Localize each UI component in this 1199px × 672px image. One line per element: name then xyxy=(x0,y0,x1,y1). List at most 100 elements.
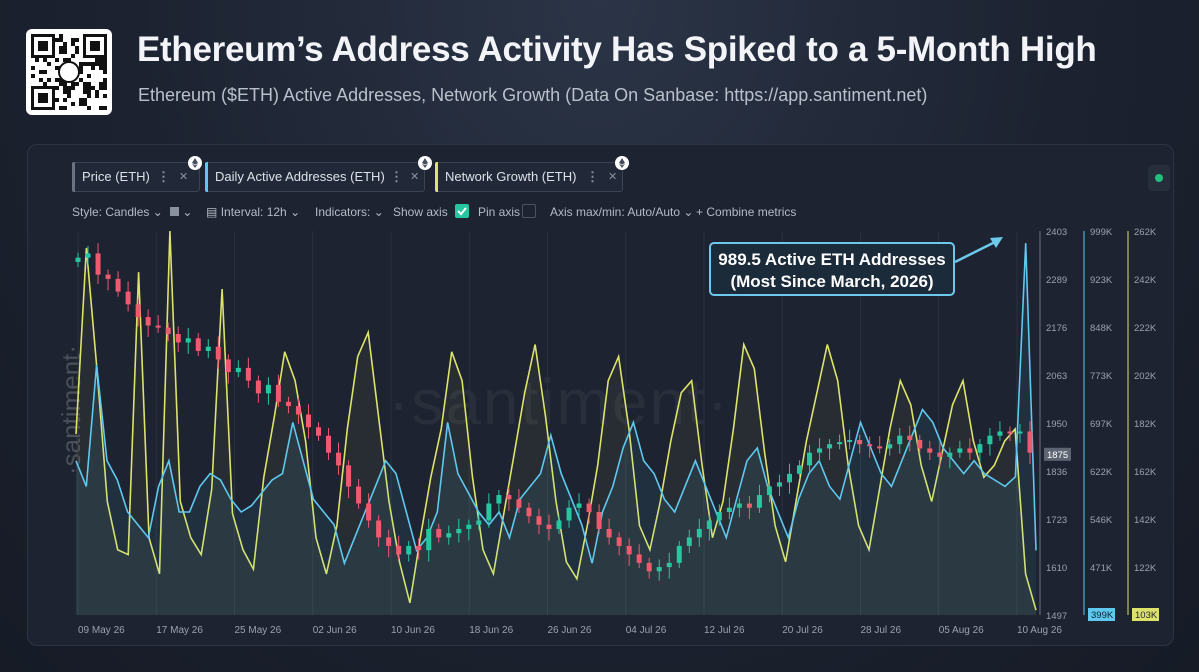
qr-module xyxy=(83,82,87,86)
qr-module xyxy=(71,54,75,58)
qr-module xyxy=(71,38,75,42)
candle-body xyxy=(957,448,963,453)
candle-body xyxy=(877,446,883,449)
candle-body xyxy=(1007,431,1013,434)
qr-module xyxy=(87,86,91,90)
candle-body xyxy=(626,545,632,555)
metric-label-price: Price (ETH) xyxy=(82,169,150,184)
more-options-icon[interactable]: ⋮ xyxy=(390,169,403,184)
candle-body xyxy=(185,338,191,343)
qr-module xyxy=(103,94,107,98)
candle-body xyxy=(145,317,151,326)
qr-module xyxy=(71,102,75,106)
candle-body xyxy=(75,257,81,262)
qr-module xyxy=(91,66,95,70)
candle-body xyxy=(696,528,702,538)
combine-metrics-button[interactable]: + Combine metrics xyxy=(696,203,796,221)
more-options-icon[interactable]: ⋮ xyxy=(157,169,170,184)
candle-body xyxy=(396,545,402,555)
qr-module xyxy=(67,58,71,62)
candle-body xyxy=(967,448,973,453)
x-tick-label: 17 May 26 xyxy=(156,625,203,636)
show-axis-label: Show axis xyxy=(393,205,448,219)
qr-module xyxy=(103,70,107,74)
current-value-label: 1875 xyxy=(1047,450,1068,461)
y-tick-label: 262K xyxy=(1134,227,1157,238)
chart-panel: Price (ETH) ⋮ ✕ Daily Active Addresses (… xyxy=(27,144,1174,646)
candle-body xyxy=(686,537,692,546)
qr-module xyxy=(95,94,99,98)
qr-module xyxy=(95,90,99,94)
close-icon[interactable]: ✕ xyxy=(410,171,420,183)
interval-label: Interval: 12h xyxy=(220,205,287,219)
page-title: Ethereum’s Address Activity Has Spiked t… xyxy=(137,30,1097,69)
qr-module xyxy=(75,82,79,86)
metric-chip-price[interactable]: Price (ETH) ⋮ ✕ xyxy=(72,162,200,192)
qr-module xyxy=(75,38,79,42)
close-icon[interactable]: ✕ xyxy=(179,171,189,183)
status-indicator-button[interactable] xyxy=(1148,165,1170,191)
candle-body xyxy=(295,406,301,415)
interval-dropdown[interactable]: ▤ Interval: 12h ⌄ xyxy=(206,203,300,221)
chart-svg: 09 May 26 17 May 26 25 May 26 02 Jun 26 10 J… xyxy=(75,227,1159,636)
candle-body xyxy=(596,512,602,529)
y-tick-label: 122K xyxy=(1134,563,1157,574)
candle-body xyxy=(346,465,352,487)
qr-module xyxy=(39,78,43,82)
qr-module xyxy=(63,46,67,50)
candle-body xyxy=(546,524,552,529)
indicators-dropdown[interactable]: Indicators: ⌄ xyxy=(315,203,384,221)
metric-chip-active-addresses[interactable]: Daily Active Addresses (ETH) ⋮ ✕ xyxy=(205,162,425,192)
candle-body xyxy=(947,452,953,457)
pin-axis-label: Pin axis xyxy=(478,205,521,219)
y-tick-label: 202K xyxy=(1134,371,1157,382)
candle-body xyxy=(837,442,843,445)
qr-module xyxy=(31,66,35,70)
qr-module xyxy=(67,90,71,94)
qr-module xyxy=(99,86,103,90)
qr-module xyxy=(79,62,83,66)
candle-body xyxy=(255,380,261,394)
color-picker-button[interactable]: ⌄ xyxy=(170,203,192,221)
qr-module xyxy=(79,98,83,102)
candle-body xyxy=(666,562,672,568)
candle-body xyxy=(245,367,251,381)
candle-body xyxy=(847,439,853,443)
candle-body xyxy=(987,435,993,445)
candle-body xyxy=(205,346,211,351)
candle-body xyxy=(406,545,412,555)
qr-module xyxy=(59,38,63,42)
candle-body xyxy=(496,495,502,504)
qr-module xyxy=(59,106,63,110)
callout-line-1: 989.5 Active ETH Addresses xyxy=(718,250,946,269)
candle-body xyxy=(927,448,933,453)
x-tick-label: 28 Jul 26 xyxy=(860,625,901,636)
more-options-icon[interactable]: ⋮ xyxy=(586,169,599,184)
candle-body xyxy=(646,562,652,572)
candle-body xyxy=(195,338,201,351)
axis-maxmin-dropdown[interactable]: Axis max/min: Auto/Auto ⌄ xyxy=(550,203,693,221)
qr-module xyxy=(63,50,67,54)
qr-code xyxy=(26,29,112,115)
current-value-label: 399K xyxy=(1091,610,1114,621)
y-tick-label: 222K xyxy=(1134,323,1157,334)
qr-module xyxy=(63,106,67,110)
close-icon[interactable]: ✕ xyxy=(608,171,618,183)
show-axis-checkbox[interactable] xyxy=(455,204,469,218)
indicators-label: Indicators: xyxy=(315,205,371,219)
color-square-icon xyxy=(170,207,179,216)
candle-body xyxy=(366,503,372,521)
qr-module xyxy=(103,106,107,110)
qr-module xyxy=(67,94,71,98)
y-tick-label: 2176 xyxy=(1046,323,1067,334)
qr-finder-core xyxy=(38,93,48,103)
x-tick-label: 20 Jul 26 xyxy=(782,625,823,636)
candle-body xyxy=(656,567,662,572)
metric-chip-network-growth[interactable]: Network Growth (ETH) ⋮ ✕ xyxy=(435,162,623,192)
candle-body xyxy=(476,520,482,525)
ethereum-icon xyxy=(418,156,432,170)
qr-module xyxy=(87,94,91,98)
candle-body xyxy=(606,528,612,538)
style-dropdown[interactable]: Style: Candles ⌄ xyxy=(72,203,163,221)
pin-axis-checkbox[interactable] xyxy=(522,204,536,218)
